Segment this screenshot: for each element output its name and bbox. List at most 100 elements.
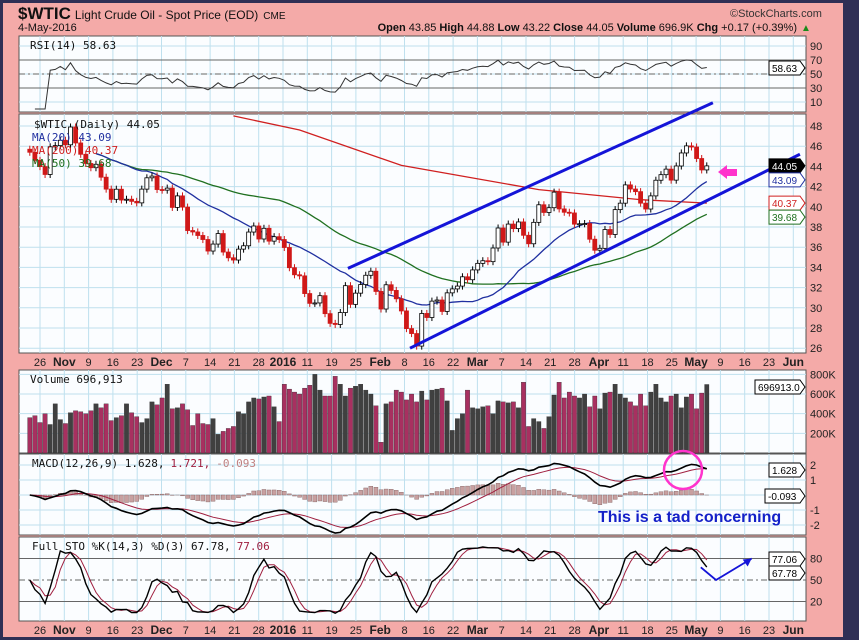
volume-bar: [266, 395, 272, 454]
candle: [332, 322, 338, 325]
macd-histogram-bar: [572, 494, 577, 497]
macd-histogram-bar: [287, 493, 292, 496]
candle: [307, 293, 313, 304]
candle: [88, 163, 94, 169]
candle: [220, 233, 226, 253]
candle: [57, 139, 63, 146]
macd-tick-label: -2: [810, 520, 820, 532]
macd-histogram-bar: [338, 494, 343, 501]
candle: [592, 238, 598, 251]
price-tick-label: 40: [810, 202, 822, 214]
date-label: 16: [739, 625, 751, 637]
macd-histogram-bar: [439, 491, 445, 496]
volume-bar: [643, 405, 649, 454]
volume-bar: [419, 390, 425, 454]
candle: [495, 227, 501, 249]
candle: [195, 231, 201, 236]
date-label: 25: [666, 625, 678, 637]
macd-histogram-bar: [516, 484, 521, 496]
volume-bar: [704, 384, 710, 454]
volume-tick-label: 200K: [810, 428, 836, 440]
volume-bar: [602, 392, 608, 454]
date-label: 21: [544, 357, 556, 369]
date-label: 23: [131, 357, 143, 369]
date-label: 7: [499, 625, 505, 637]
volume-bar: [572, 395, 577, 454]
macd-histogram-bar: [424, 494, 430, 497]
volume-bar: [470, 407, 475, 454]
macd-histogram-bar: [246, 493, 251, 496]
candle: [78, 142, 84, 155]
candle: [572, 212, 577, 225]
candle: [658, 174, 664, 181]
sto-k-line: [29, 546, 708, 614]
volume-bar: [241, 413, 246, 454]
volume-bar: [444, 400, 450, 454]
volume-bar: [668, 395, 674, 454]
candle: [292, 267, 297, 276]
volume-bar: [541, 428, 547, 454]
date-label: 25: [666, 357, 678, 369]
macd-histogram-bar: [455, 487, 460, 496]
volume-bar: [205, 424, 211, 454]
macd-histogram-bar: [465, 485, 470, 496]
macd-histogram-bar: [434, 491, 440, 496]
volume-bar: [287, 388, 292, 454]
candle: [531, 221, 537, 245]
macd-line: [29, 462, 708, 534]
volume-bar: [566, 391, 572, 454]
volume-bar: [119, 415, 124, 454]
volume-tick-label: 800K: [810, 369, 836, 381]
macd-histogram-bar: [592, 494, 597, 504]
date-label: 9: [717, 357, 723, 369]
date-label: 16: [107, 357, 119, 369]
volume-bar: [694, 408, 699, 454]
macd-histogram-bar: [251, 490, 256, 496]
candle: [684, 145, 689, 154]
macd-histogram-bar: [124, 494, 129, 503]
macd-histogram-bar: [399, 492, 404, 496]
volume-bar: [628, 401, 633, 454]
date-label: Dec: [150, 355, 172, 369]
volume-bar: [236, 411, 241, 454]
date-label: May: [684, 355, 708, 369]
candle: [342, 285, 348, 313]
date-label: 21: [228, 357, 240, 369]
candle: [516, 221, 521, 230]
candle: [551, 191, 557, 209]
macd-histogram-bar: [612, 494, 618, 500]
value-tag-box: [768, 462, 806, 478]
macd-histogram-bar: [429, 493, 435, 496]
price-tick-label: 30: [810, 303, 822, 315]
sto-tick-label: 50: [810, 575, 822, 587]
candle: [52, 145, 58, 148]
candle: [556, 191, 562, 210]
volume-bar: [592, 395, 598, 454]
sto-tick-label: 20: [810, 597, 822, 609]
ohlc-summary: Open 43.85 High 44.88 Low 43.22 Close 44…: [378, 22, 797, 34]
date-label: Jun: [783, 623, 804, 637]
date-label: Apr: [589, 623, 610, 637]
candle: [200, 235, 206, 240]
macd-histogram-bar: [368, 486, 374, 496]
macd-histogram-bar: [541, 489, 547, 496]
volume-bar: [536, 421, 542, 454]
price-tick-label: 44: [810, 161, 822, 173]
title-line: $WTIC Light Crude Oil - Spot Price (EOD) C…: [18, 4, 286, 23]
candle: [424, 313, 430, 318]
date-label: Feb: [370, 355, 391, 369]
volume-bar: [190, 425, 196, 454]
sto-d-line: [29, 546, 708, 613]
volume-bar: [505, 402, 511, 454]
candle: [348, 285, 353, 305]
macd-histogram-bar: [460, 486, 465, 496]
channel-lower-line: [409, 152, 801, 350]
macd-histogram-bar: [480, 484, 486, 496]
macd-histogram-bar: [567, 494, 572, 496]
sto-tick-label: 80: [810, 553, 822, 565]
brand: ©StockCharts.com: [730, 8, 822, 20]
volume-bar: [658, 397, 664, 454]
date-label: 11: [617, 357, 628, 369]
date-label: 21: [228, 625, 240, 637]
volume-bar: [577, 397, 582, 454]
